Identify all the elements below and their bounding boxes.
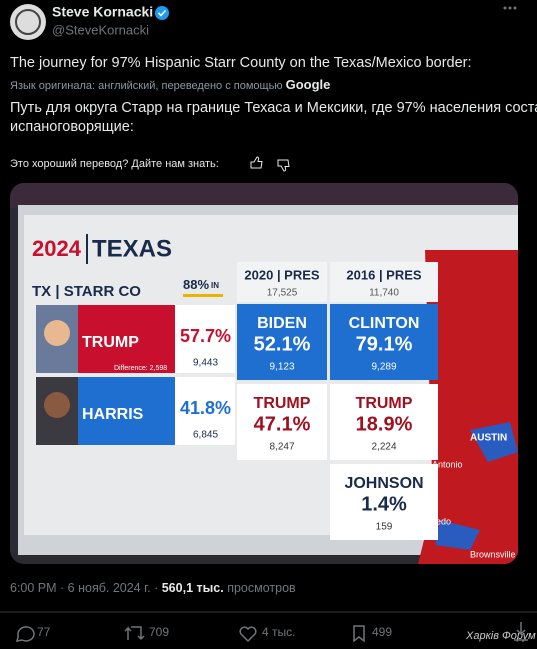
map-label: AUSTIN — [470, 433, 507, 444]
column-title: 2020 | PRES — [244, 267, 320, 282]
result-box — [330, 464, 438, 540]
pct: 57.7% — [180, 326, 231, 346]
candidate-face — [44, 392, 70, 418]
results: TRUMP Difference: 2,598 57.7% 9,443 HARRIS 41… — [36, 262, 438, 540]
votes: 8,247 — [269, 442, 294, 453]
reporting-bar — [183, 294, 223, 297]
state: TEXAS — [92, 235, 172, 262]
map-blue — [470, 422, 518, 462]
pct: 79.1% — [356, 333, 413, 355]
column-total: 11,740 — [369, 288, 399, 299]
translation: Путь для округа Старр на границе Техаса … — [10, 100, 537, 135]
difference: Difference: 2,598 — [114, 365, 167, 372]
candidate-name: CLINTON — [349, 315, 420, 332]
result-box — [175, 377, 235, 445]
candidate-name: BIDEN — [257, 315, 307, 332]
map-blue — [435, 520, 480, 550]
result-box — [237, 384, 327, 460]
map-label: Brownsville — [470, 549, 516, 559]
candidate-name: TRUMP — [254, 395, 311, 412]
more-menu[interactable] — [503, 6, 517, 10]
reposts: 709 — [149, 625, 169, 639]
thumb-down[interactable] — [277, 159, 290, 172]
column-title: 2016 | PRES — [346, 267, 422, 282]
column-header — [237, 262, 327, 302]
map-label: aredo — [428, 516, 451, 526]
meta: 6:00 PM · 6 нояб. 2024 г. · 560,1 тыс. п… — [10, 581, 296, 595]
reporting-pct: 88% — [183, 277, 209, 292]
candidate-name: JOHNSON — [344, 475, 423, 492]
note: Язык оригинала: английский, переведено с… — [10, 80, 283, 92]
map-label: Antonio — [432, 459, 463, 469]
pct: 41.8% — [180, 398, 231, 418]
verified-badge — [155, 6, 169, 20]
studio — [10, 183, 518, 208]
watermark: Харків Форум — [465, 630, 536, 642]
candidate-box — [78, 305, 175, 373]
candidate-box — [78, 377, 175, 445]
votes: 9,123 — [269, 362, 294, 373]
translation-line: испаноговорящие: — [10, 119, 134, 135]
provider: Google — [286, 77, 331, 92]
area: TX | STARR CO — [32, 283, 141, 300]
reporting: 88% IN — [183, 277, 219, 292]
map — [418, 250, 518, 564]
like-icon[interactable] — [239, 626, 257, 643]
votes: 9,443 — [193, 358, 218, 369]
result-box — [330, 304, 438, 380]
votes: 6,845 — [193, 430, 218, 441]
result-box — [237, 304, 327, 380]
author-name[interactable]: Steve Kornacki — [52, 4, 153, 20]
candidate-name: TRUMP — [82, 334, 139, 351]
bookmarks: 499 — [372, 625, 392, 639]
result-box — [175, 305, 235, 373]
pct: 18.9% — [356, 413, 413, 435]
thumb-up[interactable] — [250, 156, 263, 169]
bookmark-icon[interactable] — [353, 625, 365, 643]
pct: 1.4% — [361, 493, 407, 515]
author-handle[interactable]: @SteveKornacki — [52, 22, 149, 37]
likes: 4 тыс. — [262, 625, 295, 639]
area-state: TX — [32, 283, 51, 300]
reporting-suffix: IN — [211, 281, 219, 290]
area-county: STARR CO — [64, 283, 142, 300]
feedback: Это хороший перевод? Дайте нам знать: — [10, 158, 219, 170]
votes: 2,224 — [371, 442, 396, 453]
share-icon[interactable] — [514, 622, 528, 641]
verified-check — [157, 9, 167, 17]
tweet-text: The journey for 97% Hispanic Starr Count… — [10, 55, 472, 71]
divider — [86, 234, 88, 264]
avatar-drawing — [15, 9, 41, 35]
column-header — [330, 262, 438, 302]
pct: 47.1% — [254, 413, 311, 435]
candidate-face — [44, 320, 70, 346]
views-label: просмотров — [227, 581, 296, 595]
year: 2024 — [32, 236, 82, 261]
replies: 77 — [37, 625, 51, 639]
reply-icon[interactable] — [15, 626, 35, 642]
translation-note: Язык оригинала: английский, переведено с… — [10, 77, 330, 92]
views: 560,1 тыс. — [162, 581, 224, 595]
repost-icon[interactable] — [124, 626, 145, 640]
votes: 9,289 — [371, 362, 396, 373]
time[interactable]: 6:00 PM · 6 нояб. 2024 г. · — [10, 581, 158, 595]
candidate-name: HARRIS — [82, 406, 144, 423]
column-total: 17,525 — [267, 288, 298, 299]
pct: 52.1% — [254, 333, 311, 355]
result-box — [330, 384, 438, 460]
translation-line: Путь для округа Старр на границе Техаса … — [10, 100, 537, 116]
photo[interactable]: 2024 TEXAS TX | STARR CO 88% IN TRUMP Diff… — [10, 183, 518, 564]
votes: 159 — [376, 522, 393, 533]
candidate-name: TRUMP — [356, 395, 413, 412]
